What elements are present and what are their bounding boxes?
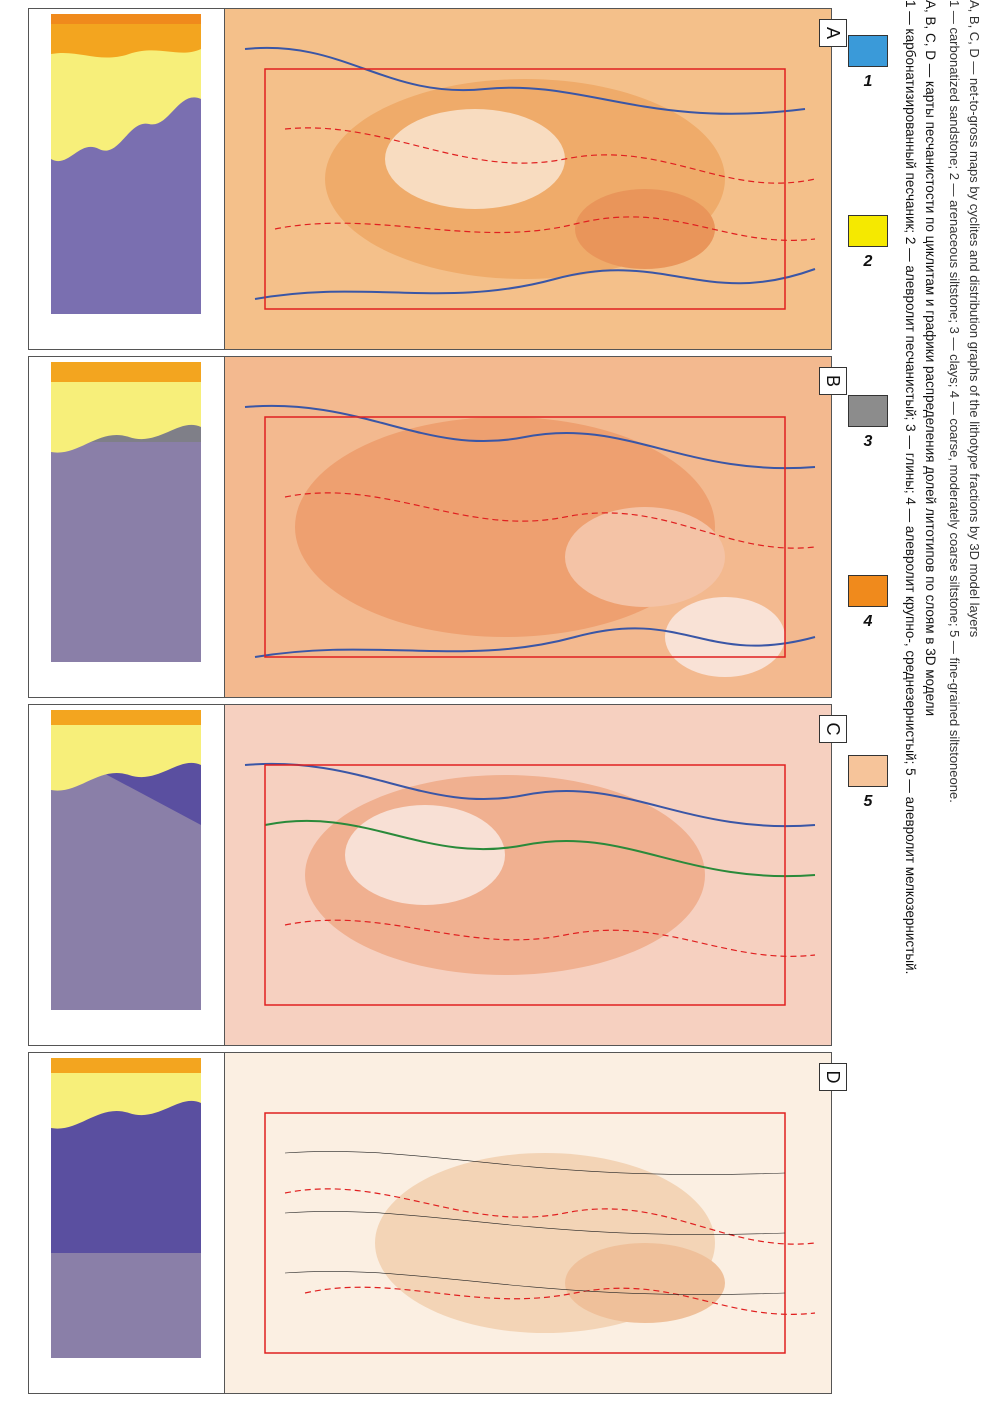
caption-ru: 1 — карбонатизированный песчаник; 2 — ал… [900,0,938,1413]
caption-en: 1 — carbonatized sandstone; 2 — arenaceo… [944,0,982,1413]
legend-item-5: 5 [848,755,888,811]
lithotype-fraction-chart-c [51,705,225,1045]
caption-ru-line-2: A, B, C, D — карты песчанистости по цикл… [923,0,938,717]
legend-item-2: 2 [848,215,888,271]
caption-en-line-1: 1 — carbonatized sandstone; 2 — arenaceo… [947,0,962,803]
legend-swatch-3 [848,395,888,427]
lithotype-fraction-chart-b [51,357,225,697]
legend-item-3: 3 [848,395,888,451]
caption-ru-line-1: 1 — карбонатизированный песчаник; 2 — ал… [903,0,918,975]
lithotype-fraction-chart-a [51,9,225,349]
legend-swatch-5 [848,755,888,787]
panel-c: C [28,704,847,1046]
net-to-gross-map-c [225,705,831,1045]
legend-item-4: 4 [848,575,888,631]
legend-item-1: 1 [848,35,888,91]
legend-number-5: 5 [863,793,873,810]
panel-label-d: D [819,1063,847,1091]
legend-swatch-4 [848,575,888,607]
legend-number-1: 1 [863,73,873,90]
caption-en-line-2: A, B, C, D — net-to-gross maps by cyclit… [967,0,982,638]
lithotype-fraction-chart-d [51,1053,225,1393]
legend-number-4: 4 [863,613,873,630]
legend-number-2: 2 [863,253,873,270]
panel-label-b: B [819,367,847,395]
net-to-gross-map-a [225,9,831,349]
lithotype-legend: 1 2 3 4 5 [848,35,888,1195]
net-to-gross-map-d [225,1053,831,1393]
net-to-gross-map-b [225,357,831,697]
panel-label-a: A [819,19,847,47]
legend-swatch-1 [848,35,888,67]
panel-label-c: C [819,715,847,743]
legend-number-3: 3 [863,433,873,450]
panel-d: D [28,1052,847,1394]
legend-swatch-2 [848,215,888,247]
panel-b: B [28,356,847,698]
panel-a: A [28,8,847,350]
